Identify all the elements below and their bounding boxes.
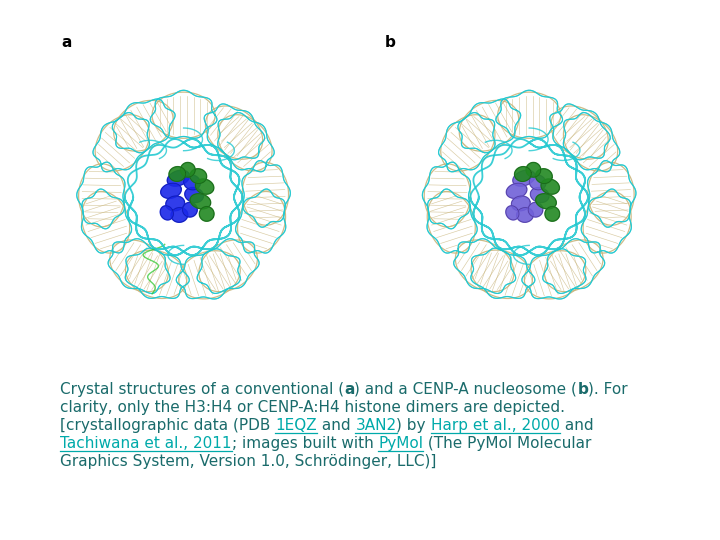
Polygon shape bbox=[583, 192, 631, 253]
Text: 1EQZ: 1EQZ bbox=[275, 418, 317, 433]
Polygon shape bbox=[427, 192, 475, 253]
Text: Tachiwana et al., 2011: Tachiwana et al., 2011 bbox=[60, 436, 232, 451]
Polygon shape bbox=[536, 168, 552, 184]
Polygon shape bbox=[238, 192, 286, 253]
Text: a: a bbox=[61, 35, 71, 50]
Text: clarity, only the H3:H4 or CENP-A:H4 histone dimers are depicted.: clarity, only the H3:H4 or CENP-A:H4 his… bbox=[60, 400, 565, 415]
Polygon shape bbox=[184, 175, 200, 190]
Polygon shape bbox=[551, 106, 608, 159]
Text: Crystal structures of a conventional (: Crystal structures of a conventional ( bbox=[60, 382, 344, 397]
Polygon shape bbox=[524, 251, 586, 299]
Polygon shape bbox=[456, 240, 514, 292]
Text: ). For: ). For bbox=[588, 382, 628, 397]
Polygon shape bbox=[199, 207, 214, 221]
Polygon shape bbox=[564, 114, 618, 171]
Polygon shape bbox=[441, 114, 495, 171]
Polygon shape bbox=[195, 179, 214, 194]
Text: and: and bbox=[317, 418, 356, 433]
Text: Harp et al., 2000: Harp et al., 2000 bbox=[431, 418, 560, 433]
Text: b: b bbox=[385, 35, 396, 50]
Polygon shape bbox=[169, 167, 186, 181]
Polygon shape bbox=[114, 100, 173, 151]
Polygon shape bbox=[161, 206, 174, 220]
Polygon shape bbox=[179, 251, 240, 299]
Polygon shape bbox=[424, 164, 470, 227]
Polygon shape bbox=[218, 114, 272, 171]
Polygon shape bbox=[78, 164, 125, 227]
Polygon shape bbox=[190, 194, 211, 209]
Polygon shape bbox=[125, 250, 186, 299]
Polygon shape bbox=[544, 240, 603, 292]
Polygon shape bbox=[243, 163, 289, 225]
Polygon shape bbox=[531, 187, 549, 202]
Polygon shape bbox=[81, 192, 130, 253]
Polygon shape bbox=[167, 170, 189, 186]
Polygon shape bbox=[528, 202, 543, 217]
Text: ) and a CENP-A nucleosome (: ) and a CENP-A nucleosome ( bbox=[354, 382, 577, 397]
Text: ) by: ) by bbox=[397, 418, 431, 433]
Polygon shape bbox=[471, 250, 532, 299]
Text: (The PyMol Molecular: (The PyMol Molecular bbox=[423, 436, 592, 451]
Polygon shape bbox=[513, 170, 535, 186]
Polygon shape bbox=[506, 206, 519, 220]
Polygon shape bbox=[526, 163, 541, 177]
Polygon shape bbox=[95, 114, 149, 171]
Polygon shape bbox=[541, 179, 559, 194]
Polygon shape bbox=[152, 92, 215, 138]
Text: 3AN2: 3AN2 bbox=[356, 418, 397, 433]
Polygon shape bbox=[205, 106, 263, 159]
Polygon shape bbox=[166, 196, 184, 211]
Polygon shape bbox=[183, 202, 197, 217]
Polygon shape bbox=[199, 240, 258, 292]
Polygon shape bbox=[588, 163, 634, 225]
Text: [crystallographic data (PDB: [crystallographic data (PDB bbox=[60, 418, 275, 433]
Text: PyMol: PyMol bbox=[378, 436, 423, 451]
Polygon shape bbox=[190, 168, 207, 184]
Polygon shape bbox=[459, 100, 518, 151]
Polygon shape bbox=[545, 207, 559, 221]
Polygon shape bbox=[517, 207, 534, 222]
Polygon shape bbox=[171, 207, 188, 222]
Polygon shape bbox=[536, 194, 557, 209]
Text: b: b bbox=[577, 382, 588, 397]
Polygon shape bbox=[515, 167, 531, 181]
Polygon shape bbox=[181, 163, 195, 177]
Polygon shape bbox=[110, 240, 168, 292]
Text: and: and bbox=[560, 418, 593, 433]
Text: ; images built with: ; images built with bbox=[232, 436, 378, 451]
Polygon shape bbox=[511, 196, 530, 211]
Text: Graphics System, Version 1.0, Schrödinger, LLC)]: Graphics System, Version 1.0, Schrödinge… bbox=[60, 454, 436, 469]
Polygon shape bbox=[506, 183, 527, 198]
Polygon shape bbox=[529, 175, 546, 190]
Polygon shape bbox=[185, 187, 204, 202]
Polygon shape bbox=[161, 183, 181, 198]
Text: a: a bbox=[344, 382, 354, 397]
Polygon shape bbox=[498, 92, 561, 138]
